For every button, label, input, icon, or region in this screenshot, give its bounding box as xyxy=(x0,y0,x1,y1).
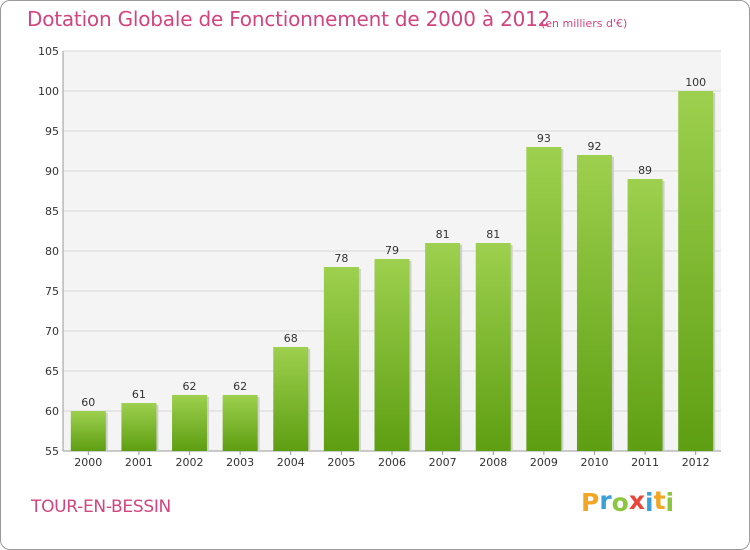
y-tick-label: 70 xyxy=(45,325,59,338)
chart-title: Dotation Globale de Fonctionnement de 20… xyxy=(27,7,551,31)
logo-letter: i xyxy=(645,488,654,517)
bar-2000 xyxy=(70,411,106,451)
bar-2010 xyxy=(576,155,612,451)
value-label-2012: 100 xyxy=(685,76,706,89)
logo-letter: t xyxy=(653,486,666,515)
value-label-2011: 89 xyxy=(638,164,652,177)
x-tick-label-2010: 2010 xyxy=(580,456,608,469)
bar-2004 xyxy=(273,347,309,451)
logo-letter: x xyxy=(628,486,645,515)
x-tick-label-2004: 2004 xyxy=(277,456,305,469)
bar-2003 xyxy=(222,395,258,451)
x-tick-label-2011: 2011 xyxy=(631,456,659,469)
value-label-2009: 93 xyxy=(537,132,551,145)
x-tick-label-2008: 2008 xyxy=(479,456,507,469)
value-label-2007: 81 xyxy=(436,228,450,241)
x-tick-label-2009: 2009 xyxy=(530,456,558,469)
value-label-2006: 79 xyxy=(385,244,399,257)
x-tick-label-2006: 2006 xyxy=(378,456,406,469)
y-tick-label: 85 xyxy=(45,205,59,218)
y-tick-label: 80 xyxy=(45,245,59,258)
x-tick-label-2001: 2001 xyxy=(125,456,153,469)
y-tick-label: 60 xyxy=(45,405,59,418)
x-tick-label-2002: 2002 xyxy=(176,456,204,469)
y-tick-label: 55 xyxy=(45,445,59,458)
value-label-2000: 60 xyxy=(81,396,95,409)
y-tick-label: 75 xyxy=(45,285,59,298)
value-label-2002: 62 xyxy=(183,380,197,393)
value-label-2010: 92 xyxy=(587,140,601,153)
logo-letter: o xyxy=(611,488,629,517)
bar-2006 xyxy=(374,259,410,451)
logo-letter: r xyxy=(599,486,612,515)
bar-2001 xyxy=(121,403,157,451)
logo-letter: P xyxy=(581,488,600,517)
value-label-2004: 68 xyxy=(284,332,298,345)
value-label-2005: 78 xyxy=(334,252,348,265)
x-tick-label-2007: 2007 xyxy=(429,456,457,469)
value-label-2008: 81 xyxy=(486,228,500,241)
x-tick-label-2012: 2012 xyxy=(682,456,710,469)
value-label-2003: 62 xyxy=(233,380,247,393)
y-tick-label: 105 xyxy=(38,45,59,58)
x-tick-label-2003: 2003 xyxy=(226,456,254,469)
bar-2002 xyxy=(172,395,208,451)
bar-2011 xyxy=(627,179,663,451)
x-tick-label-2000: 2000 xyxy=(74,456,102,469)
value-label-2001: 61 xyxy=(132,388,146,401)
y-tick-label: 95 xyxy=(45,125,59,138)
y-tick-label: 90 xyxy=(45,165,59,178)
commune-name: TOUR-EN-BESSIN xyxy=(31,497,171,517)
proxiti-logo: Proxiti xyxy=(581,486,675,517)
unit-label: (en milliers d'€) xyxy=(541,17,628,30)
x-tick-label-2005: 2005 xyxy=(327,456,355,469)
bar-2012 xyxy=(678,91,714,451)
bar-2008 xyxy=(475,243,511,451)
y-tick-label: 65 xyxy=(45,365,59,378)
bar-2009 xyxy=(526,147,562,451)
bar-2005 xyxy=(323,267,359,451)
bar-2007 xyxy=(425,243,461,451)
y-tick-label: 100 xyxy=(38,85,59,98)
logo-letter: i xyxy=(665,488,675,517)
